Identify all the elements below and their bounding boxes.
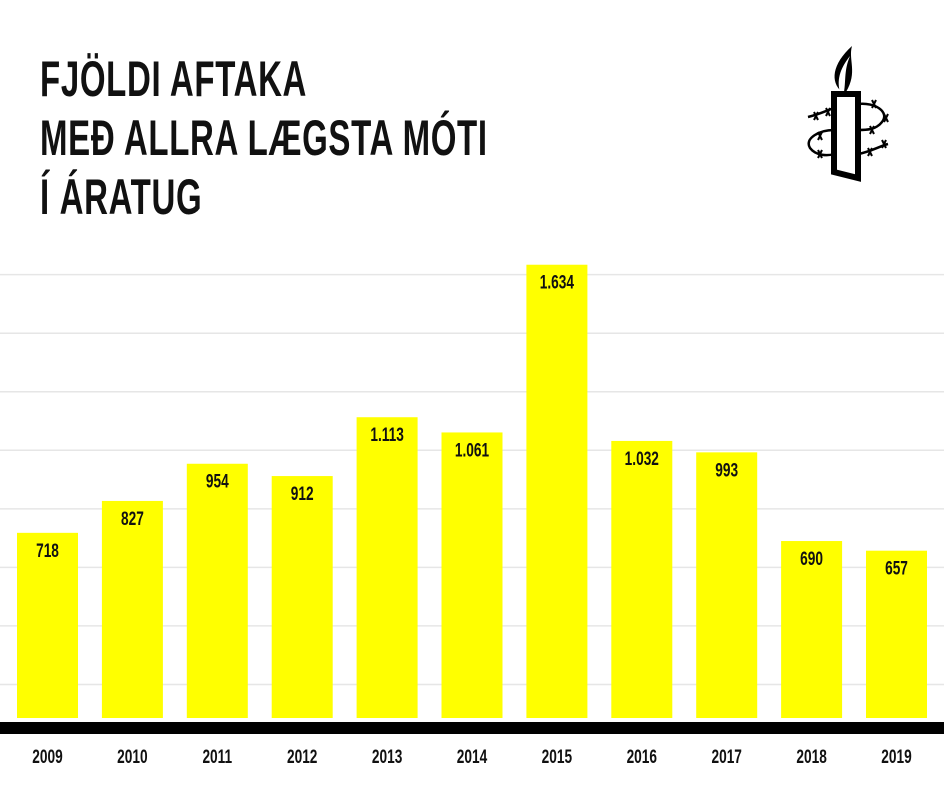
- title-line-1: FJÖLDI AFTAKA: [40, 51, 308, 107]
- bar-2018: [781, 541, 843, 718]
- bar-2014: [441, 432, 503, 718]
- data-label-2012: 912: [291, 483, 314, 505]
- bar-2017: [696, 452, 758, 718]
- x-tick-label-2009: 2009: [32, 746, 62, 768]
- x-axis-line: [0, 722, 944, 734]
- bar-2013: [356, 417, 418, 718]
- bar-2010: [101, 500, 163, 718]
- x-tick-label-2011: 2011: [202, 746, 232, 768]
- x-tick-label-2010: 2010: [117, 746, 147, 768]
- x-tick-label-2013: 2013: [372, 746, 402, 768]
- data-label-2016: 1.032: [625, 448, 659, 470]
- data-label-2009: 718: [36, 540, 59, 562]
- data-label-2017: 993: [715, 459, 738, 481]
- chart-title: FJÖLDI AFTAKA MEÐ ALLRA LÆGSTA MÓTI Í ÁR…: [40, 50, 488, 227]
- data-label-2010: 827: [121, 508, 144, 530]
- x-tick-label-2019: 2019: [881, 746, 911, 768]
- x-tick-label-2014: 2014: [457, 746, 488, 768]
- x-tick-label-2017: 2017: [711, 746, 741, 768]
- x-tick-label-2016: 2016: [627, 746, 657, 768]
- data-label-2015: 1.634: [540, 272, 575, 294]
- data-label-2011: 954: [206, 471, 229, 493]
- bar-2012: [271, 476, 333, 718]
- data-label-2019: 657: [885, 557, 908, 579]
- title-line-2: MEÐ ALLRA LÆGSTA MÓTI: [40, 110, 488, 166]
- data-label-2018: 690: [800, 548, 823, 570]
- bar-2011: [186, 463, 248, 718]
- data-label-2014: 1.061: [455, 439, 489, 461]
- bar-2009: [17, 532, 78, 718]
- amnesty-candle-logo-icon: [807, 46, 889, 182]
- x-tick-label-2015: 2015: [542, 746, 572, 768]
- title-line-3: Í ÁRATUG: [40, 169, 203, 225]
- x-tick-label-2018: 2018: [796, 746, 826, 768]
- data-label-2013: 1.113: [370, 424, 403, 446]
- bar-2016: [611, 440, 673, 718]
- bar-2019: [866, 550, 927, 718]
- bar-2015: [526, 264, 588, 718]
- x-tick-label-2012: 2012: [287, 746, 317, 768]
